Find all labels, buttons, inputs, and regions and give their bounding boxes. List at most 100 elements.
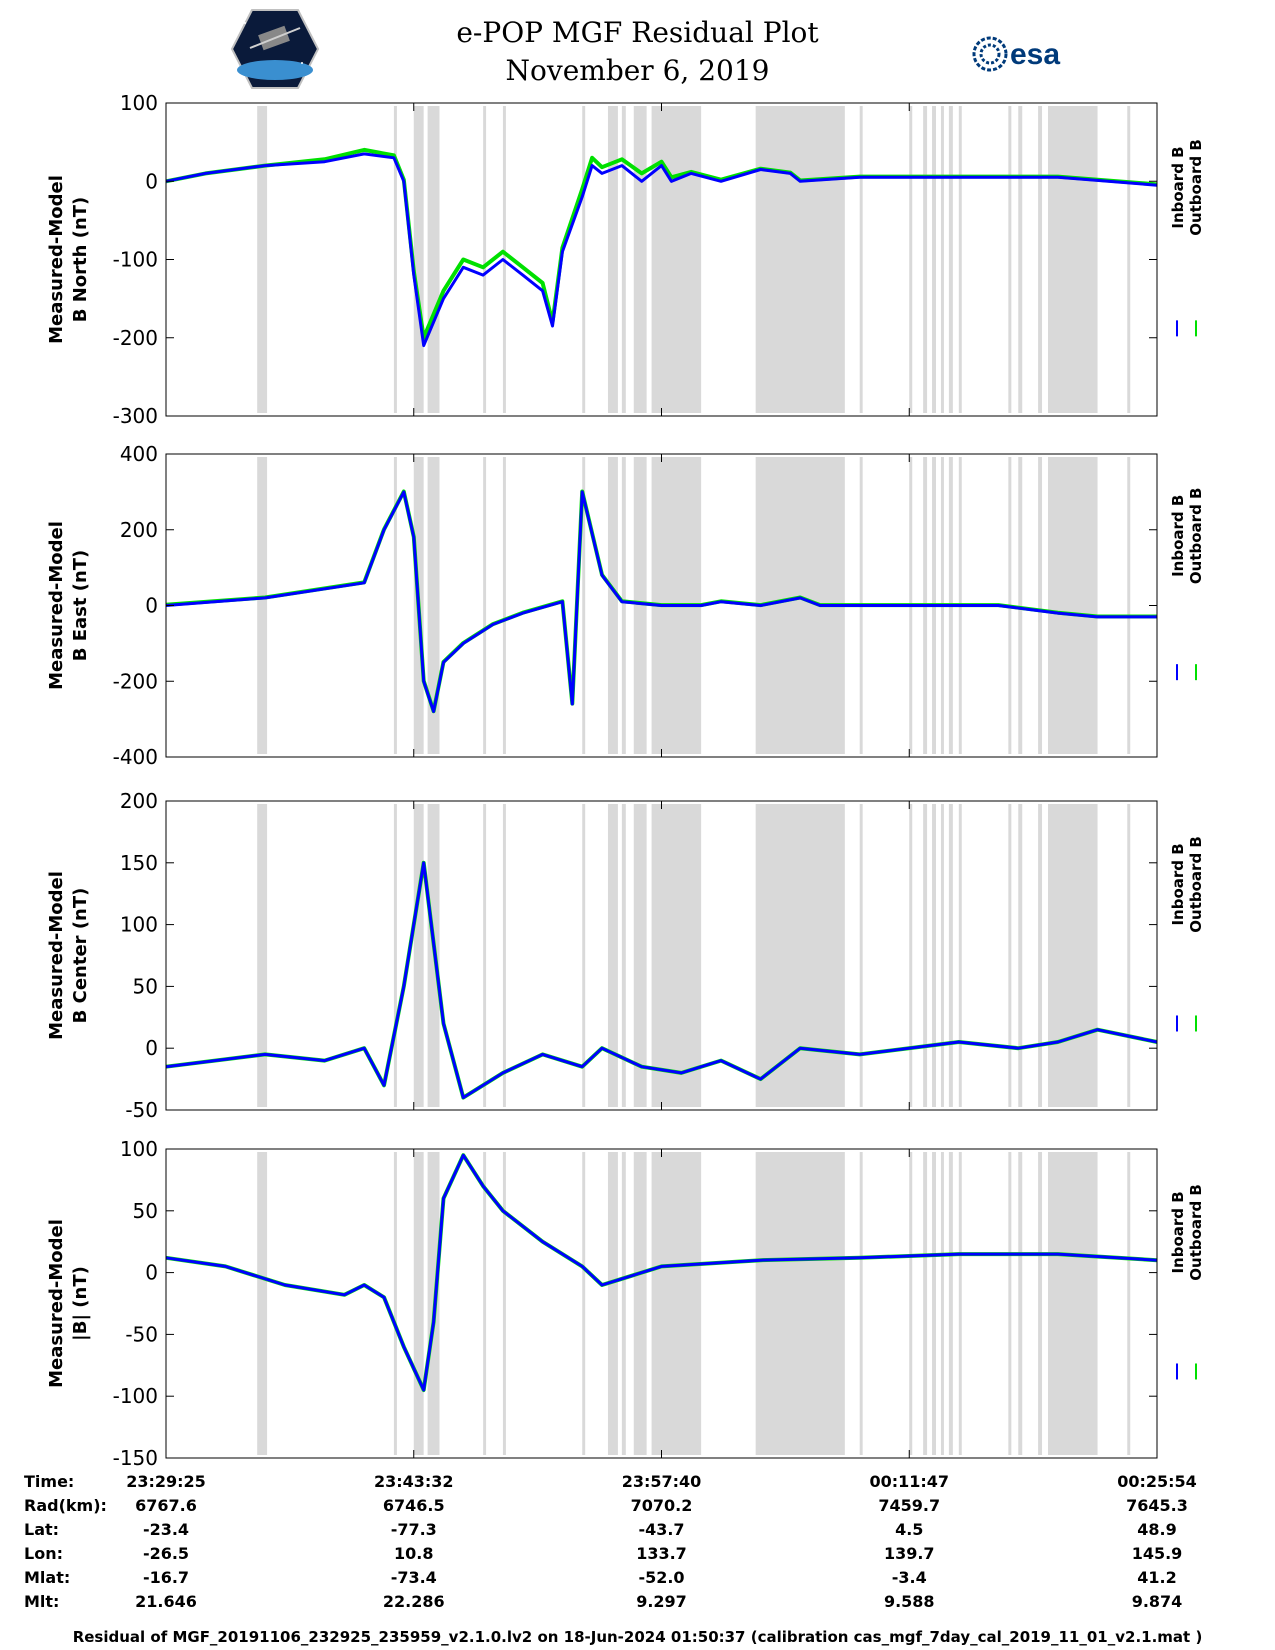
data-gap-band — [1038, 1152, 1043, 1455]
data-gap-band — [483, 106, 487, 413]
data-gap-band — [483, 804, 487, 1107]
y-tick-label: -200 — [113, 326, 158, 350]
data-gap-band — [651, 106, 702, 413]
data-gap-band — [1038, 804, 1043, 1107]
ephemeris-value: 23:43:32 — [373, 1472, 454, 1491]
legend-inboard-label: Inboard B — [1169, 495, 1187, 577]
data-gap-band — [932, 804, 937, 1107]
data-gap-band — [607, 804, 618, 1107]
ephemeris-value: 00:25:54 — [1117, 1472, 1197, 1491]
y-tick-label: -200 — [113, 669, 158, 693]
data-gap-band — [607, 106, 618, 413]
y-tick-label: -150 — [113, 1446, 158, 1470]
data-gap-band — [651, 1152, 702, 1455]
data-gap-band — [607, 1152, 618, 1455]
data-gap-band — [502, 1152, 506, 1455]
data-gap-band — [621, 457, 626, 754]
ephemeris-value: 6767.6 — [135, 1496, 197, 1515]
ephemeris-value: 6746.5 — [382, 1496, 445, 1515]
data-gap-band — [948, 1152, 953, 1455]
y-tick-label: 100 — [120, 1137, 158, 1161]
ephemeris-value: -23.4 — [142, 1520, 190, 1539]
ephemeris-value: -43.7 — [638, 1520, 685, 1539]
data-gap-band — [923, 106, 928, 413]
y-tick-label: 200 — [120, 518, 158, 542]
y-tick-label: -100 — [113, 1384, 158, 1408]
legend-inboard-label: Inboard B — [1169, 146, 1187, 228]
y-tick-label: 0 — [145, 169, 158, 193]
inboard-b-line — [165, 490, 1157, 713]
ephemeris-value: 7645.3 — [1126, 1496, 1188, 1515]
inboard-b-line — [165, 152, 1158, 348]
data-gap-band — [483, 1152, 487, 1455]
data-gap-band — [932, 106, 937, 413]
cassiope-mission-logo — [230, 9, 320, 89]
y-tick-label: 100 — [120, 913, 158, 937]
legend-inboard-label: Inboard B — [1169, 843, 1187, 925]
ephemeris-value: 9.297 — [636, 1592, 687, 1611]
ephemeris-value: 4.5 — [895, 1520, 924, 1539]
legend-outboard-label: Outboard B — [1187, 836, 1205, 933]
ephemeris-value: 9.588 — [883, 1592, 935, 1611]
ephemeris-value: 21.646 — [135, 1592, 197, 1611]
y-tick-label: 0 — [145, 1036, 158, 1060]
ephemeris-value: 22.286 — [382, 1592, 445, 1611]
y-tick-label: -50 — [125, 1098, 158, 1122]
ephemeris-value: 23:29:25 — [126, 1472, 206, 1491]
data-gap-band — [859, 1152, 863, 1455]
data-gap-band — [413, 1152, 424, 1455]
y-tick-label: -300 — [113, 404, 158, 428]
data-gap-band — [257, 106, 268, 413]
y-axis-label: Measured-Model B North (nT) — [46, 175, 91, 344]
data-gap-band — [621, 804, 626, 1107]
data-gap-band — [958, 804, 962, 1107]
data-gap-band — [257, 804, 268, 1107]
legend-outboard-label: Outboard B — [1187, 1184, 1205, 1281]
y-tick-label: 200 — [120, 789, 158, 813]
data-gap-band — [932, 1152, 937, 1455]
data-gap-band — [1018, 804, 1023, 1107]
data-gap-band — [958, 1152, 962, 1455]
legend-outboard-label: Outboard B — [1187, 488, 1205, 585]
data-gap-band — [923, 1152, 928, 1455]
chart-title: e-POP MGF Residual Plot — [456, 16, 819, 49]
data-gap-band — [1127, 457, 1131, 754]
y-tick-label: 50 — [133, 974, 158, 998]
ephemeris-value: -26.5 — [142, 1544, 190, 1563]
data-gap-band — [633, 804, 647, 1107]
data-gap-band — [633, 106, 647, 413]
data-gap-band — [427, 457, 440, 754]
data-gap-band — [393, 804, 397, 1107]
ephemeris-value: 7070.2 — [630, 1496, 693, 1515]
data-gap-band — [621, 1152, 626, 1455]
data-gap-band — [1038, 106, 1043, 413]
data-gap-band — [1038, 457, 1043, 754]
ephemeris-value: 133.7 — [636, 1544, 687, 1563]
y-tick-label: -400 — [113, 745, 158, 769]
data-gap-band — [923, 804, 928, 1107]
data-gap-band — [755, 804, 845, 1107]
ephemeris-row-label: Mlt: — [24, 1592, 60, 1611]
data-gap-band — [582, 804, 586, 1107]
data-gap-band — [1008, 106, 1012, 413]
inboard-b-line — [165, 861, 1158, 1100]
data-gap-band — [1018, 106, 1023, 413]
ephemeris-value: -77.3 — [390, 1520, 437, 1539]
data-gap-band — [755, 1152, 845, 1455]
data-gap-band — [393, 457, 397, 754]
data-gap-band — [1008, 1152, 1012, 1455]
ephemeris-value: -52.0 — [638, 1568, 685, 1587]
ephemeris-value: 7459.7 — [878, 1496, 941, 1515]
data-gap-band — [948, 804, 953, 1107]
y-axis-label: Measured-Model B Center (nT) — [46, 871, 91, 1040]
y-tick-label: -50 — [125, 1322, 158, 1346]
y-tick-label: 100 — [120, 91, 158, 115]
data-gap-band — [1127, 804, 1131, 1107]
ephemeris-row-label: Time: — [24, 1472, 75, 1491]
ephemeris-value: -16.7 — [142, 1568, 190, 1587]
ephemeris-row-label: Lon: — [24, 1544, 63, 1563]
data-gap-band — [607, 457, 618, 754]
data-gap-band — [393, 1152, 397, 1455]
calibration-footer: Residual of MGF_20191106_232925_235959_v… — [72, 1628, 1203, 1646]
data-gap-band — [413, 106, 424, 413]
